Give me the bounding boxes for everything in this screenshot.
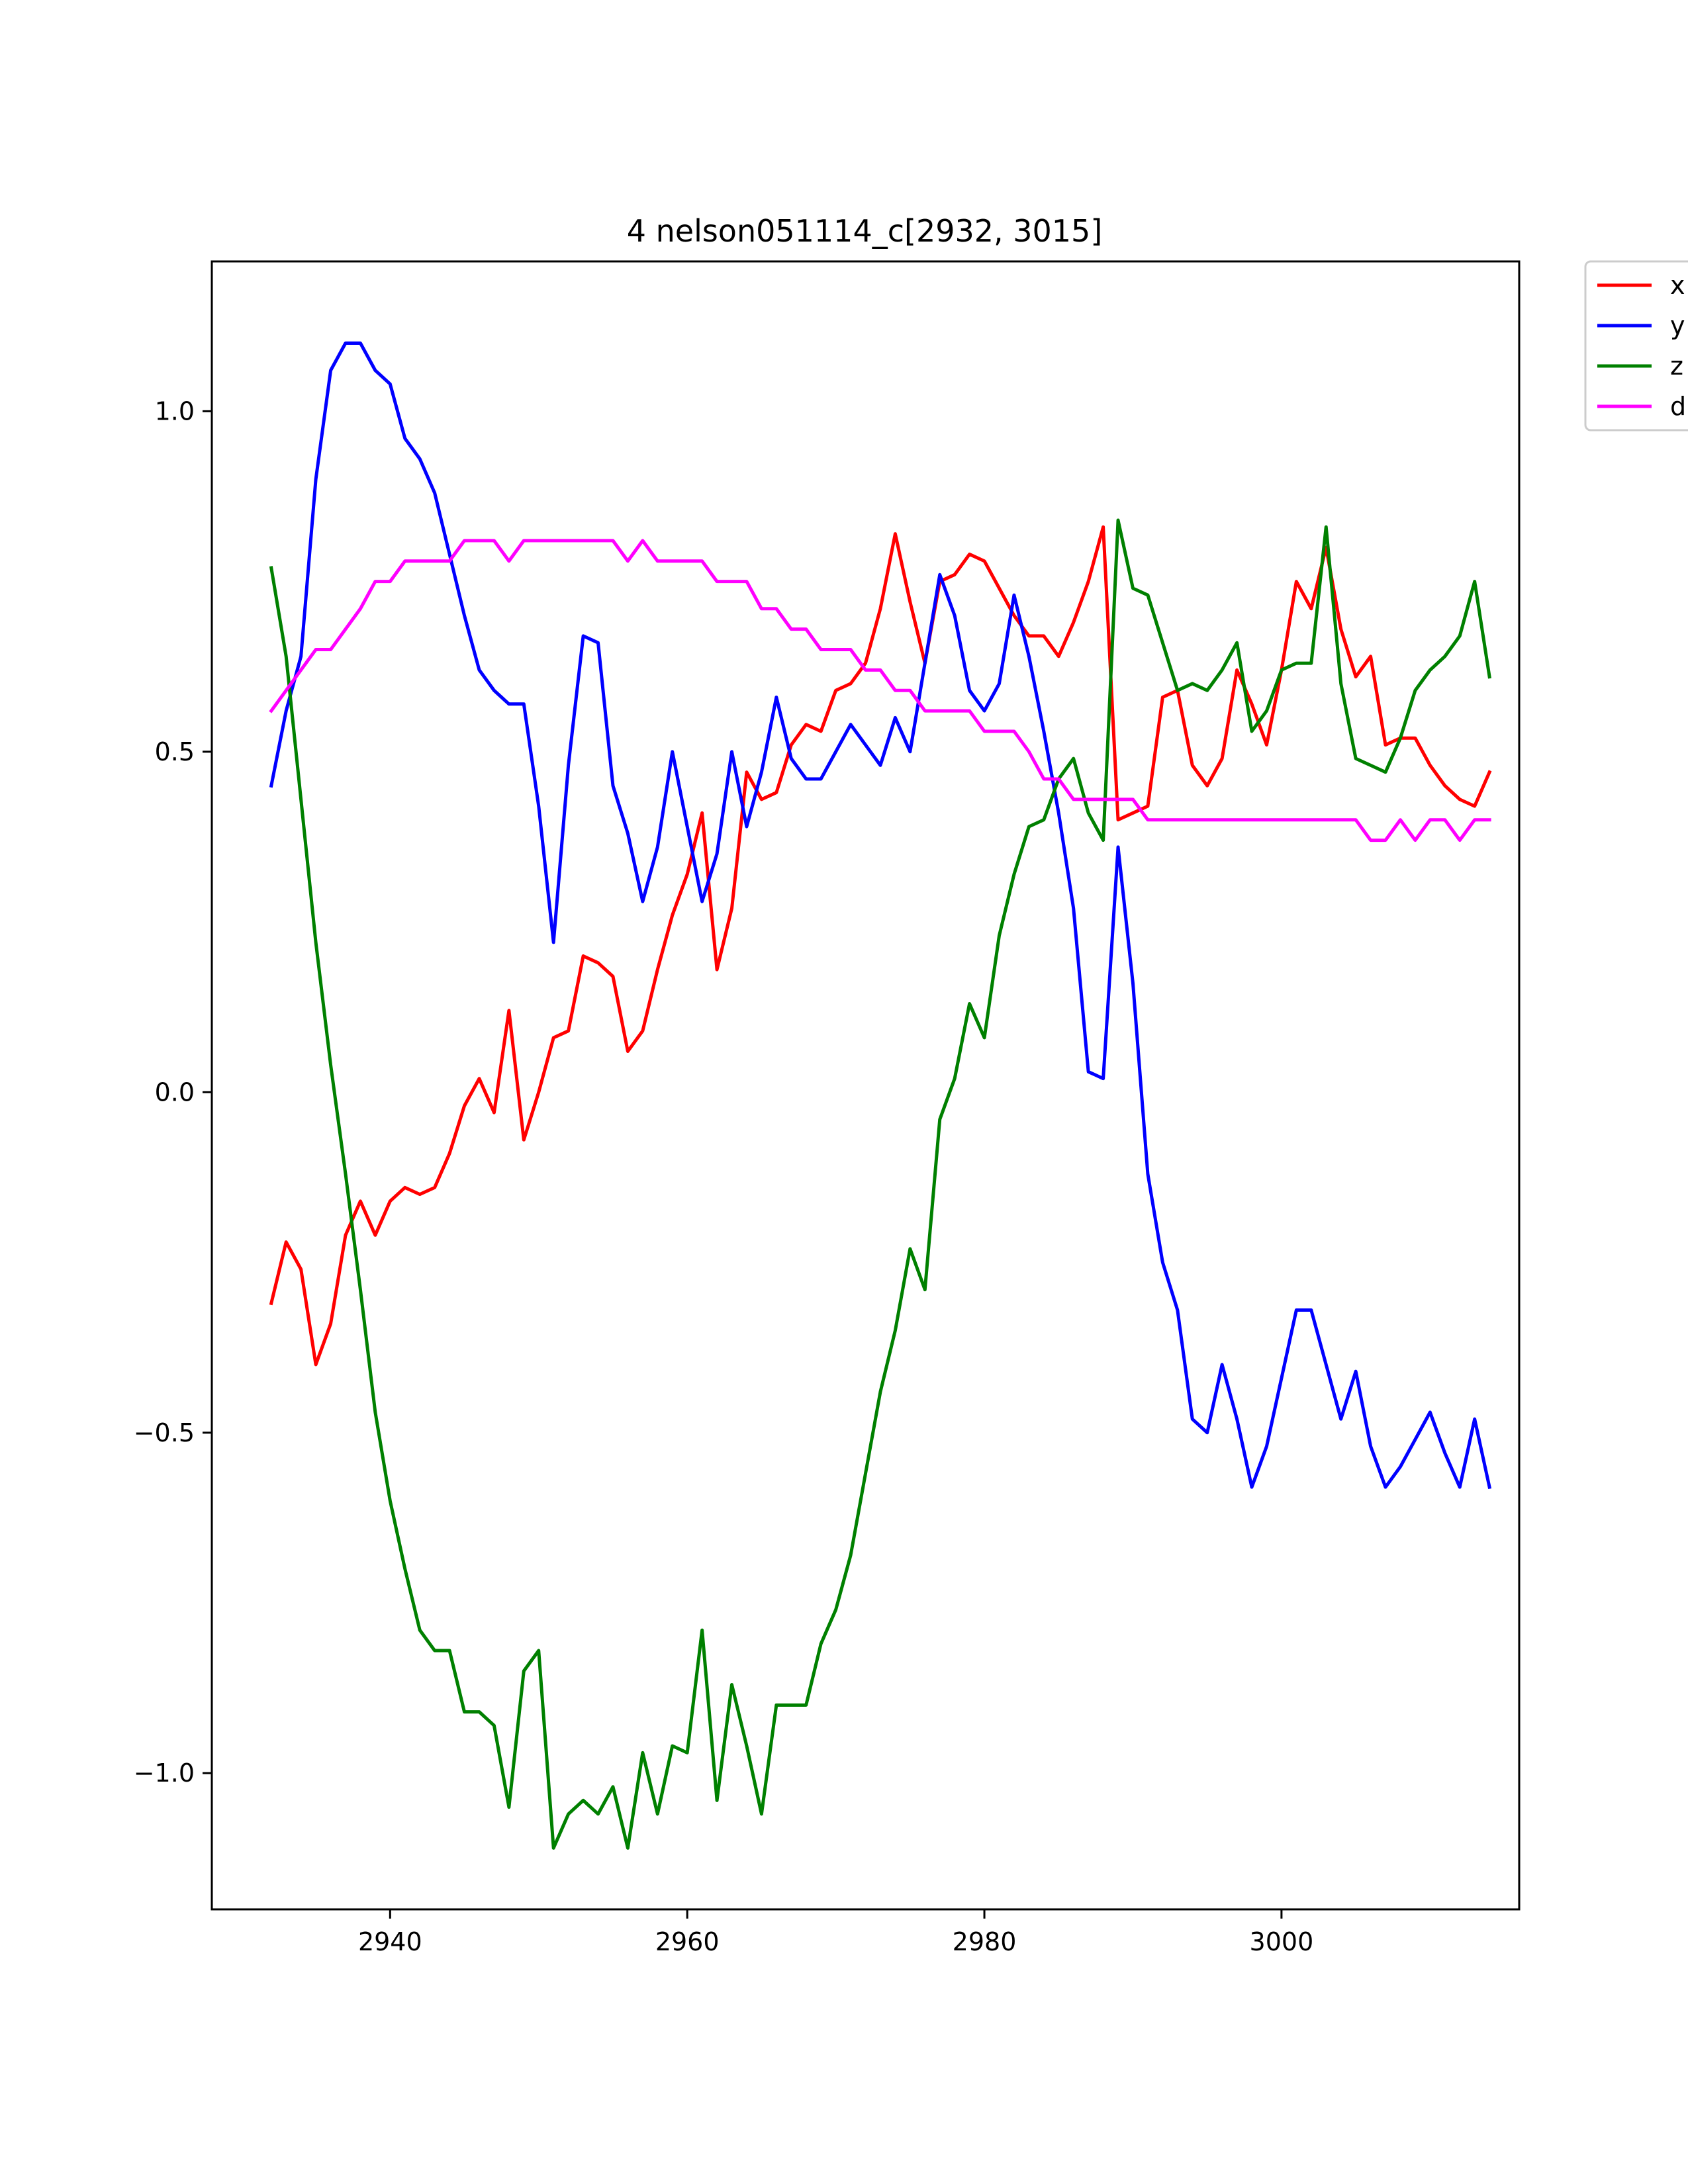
legend-label-z: z <box>1670 351 1683 381</box>
y-tick-label: −0.5 <box>134 1418 195 1447</box>
series-line-x <box>269 525 1492 1367</box>
y-tick-label: 0.0 <box>155 1077 195 1107</box>
x-tick-label: 2940 <box>358 1927 422 1956</box>
axes-frame <box>211 260 1521 1911</box>
y-tick-label: 0.5 <box>155 737 195 766</box>
x-tick-label: 2980 <box>953 1927 1017 1956</box>
chart-title: 4 nelson051114_c[2932, 3015] <box>627 213 1103 249</box>
x-tick-label: 3000 <box>1250 1927 1314 1956</box>
y-tick-label: 1.0 <box>155 396 195 426</box>
legend-label-d: d <box>1670 392 1686 421</box>
series-line-z <box>269 518 1491 1850</box>
plot-area: 2940 2960 2980 3000 1.0 0.5 0.0 −0.5 −1.0 <box>134 260 1521 1956</box>
y-tick-label: −1.0 <box>134 1758 195 1788</box>
legend-label-y: y <box>1670 311 1685 340</box>
series-line-y <box>269 341 1492 1490</box>
x-tick-label: 2960 <box>655 1927 720 1956</box>
legend-label-x: x <box>1670 271 1685 300</box>
series-line-d <box>269 539 1491 842</box>
legend-box <box>1584 260 1688 432</box>
